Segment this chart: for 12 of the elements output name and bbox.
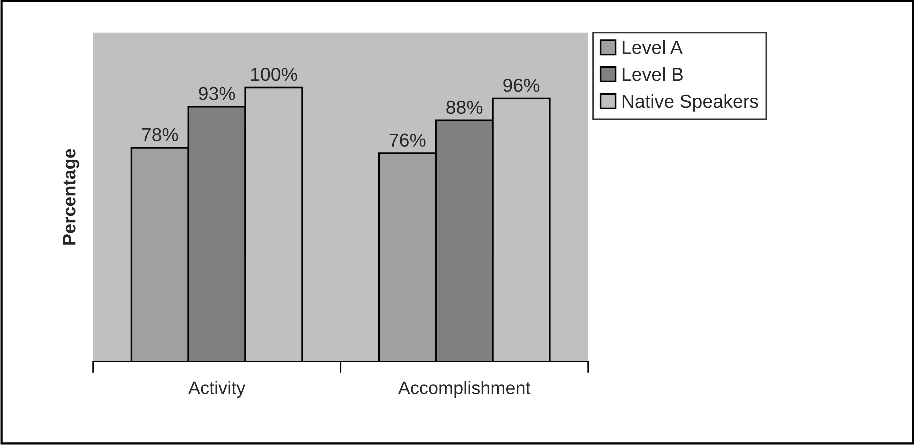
data-label: 88% (446, 100, 483, 114)
data-label: 93% (199, 87, 236, 100)
legend-label: Level A (622, 40, 683, 54)
legend-label: Level B (622, 67, 683, 82)
y-axis-title: Percentage (63, 149, 80, 245)
x-tick-label: Accomplishment (398, 381, 531, 398)
data-label: 78% (142, 128, 178, 142)
legend-label: Native Speakers (622, 94, 758, 112)
data-label: 96% (504, 78, 540, 92)
data-label: 76% (390, 134, 426, 148)
x-tick-label: Activity (188, 381, 246, 398)
data-label: 100% (251, 68, 298, 82)
